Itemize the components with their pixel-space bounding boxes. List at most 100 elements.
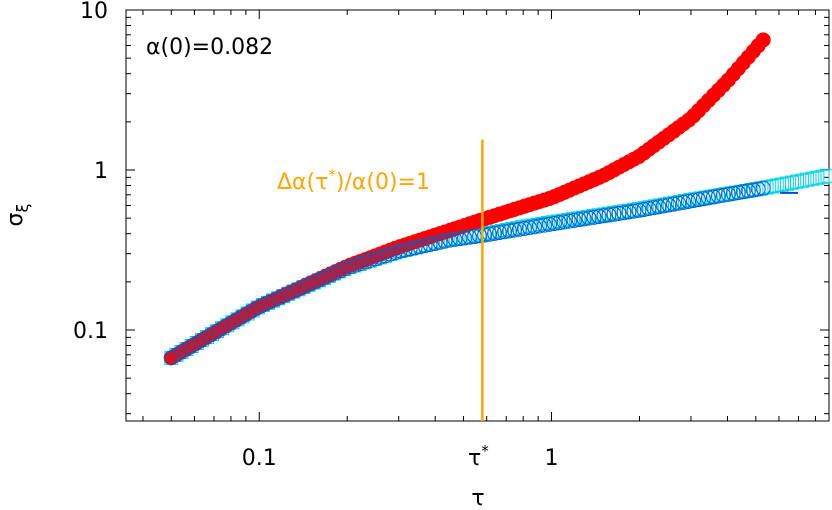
data-point [447,231,463,247]
data-point [511,221,527,237]
y-axis-label: σξ [3,203,32,226]
data-point [541,216,557,232]
x-axis-label: τ [471,486,484,510]
data-point [681,193,697,209]
y-tick-label: 10 [80,0,108,24]
data-point [696,191,712,207]
data-point [586,209,602,225]
data-point [546,216,562,232]
data-point [651,199,667,215]
data-point [497,224,513,240]
data-point [805,171,820,186]
data-point [591,209,607,225]
data-point [676,194,692,210]
data-point [397,242,413,258]
data-point [661,197,677,213]
data-point [437,233,453,249]
data-point [198,330,214,346]
data-point [218,318,234,334]
data-point [576,211,592,227]
data-point [526,219,542,235]
data-point [556,214,572,230]
data-point [188,335,204,351]
data-point [193,332,209,348]
data-point [213,321,229,337]
series-2 [163,180,771,366]
data-point [631,202,647,218]
data-point [392,243,408,259]
vline-label-main: Δα(τ [277,170,328,195]
data-point [457,230,473,246]
vline-label-tail: )/α(0)=1 [336,170,430,195]
data-point [208,324,224,340]
data-point [521,220,537,236]
data-point [710,188,726,204]
data-point [462,229,478,245]
data-point [427,235,443,251]
data-point [452,231,468,247]
data-point [561,213,577,229]
data-point [735,184,751,200]
data-point [626,203,642,219]
data-point [422,237,438,253]
data-point [730,185,746,201]
data-point [636,202,652,218]
data-point [530,217,545,232]
text-layer: 0.1 1 0.1 1 10 Δα(τ*)/α(0)=1 τ* α(0)=0.082 τ σξ [3,0,559,510]
data-point [800,172,815,187]
data-point [646,200,662,216]
data-point [402,241,418,257]
data-point [487,225,503,241]
data-point [571,212,587,228]
data-point [535,216,550,231]
data-point [779,176,794,191]
series-layer [163,32,832,366]
data-point [596,208,612,224]
data-point [740,183,756,199]
series-0 [163,32,771,366]
data-point [506,222,522,238]
data-point [810,170,825,185]
data-point [815,169,830,184]
vline-label: Δα(τ*)/α(0)=1 [277,166,430,195]
data-point [725,185,741,201]
plot-frame [125,9,830,422]
data-point [228,312,244,328]
data-point [720,186,736,202]
data-point [536,217,552,233]
data-point [477,227,493,243]
data-point [790,174,805,189]
data-point [238,306,254,322]
data-point [492,225,508,241]
data-point [774,177,789,192]
data-point [550,214,565,229]
data-point [183,338,199,354]
y-tick-label: 1 [94,159,108,184]
data-point [417,238,433,254]
data-point [666,196,682,212]
data-point [601,207,617,223]
data-point [820,168,832,183]
axes-box [125,9,830,422]
data-point [606,206,622,222]
data-point [556,213,571,228]
data-point [173,344,189,360]
data-point [540,216,555,231]
data-point [581,210,597,226]
data-point [551,215,567,231]
y-tick-label: 0.1 [73,319,108,344]
data-point [686,193,702,209]
data-point [784,175,799,190]
data-point [611,205,627,221]
data-point [203,327,219,343]
alpha-annotation: α(0)=0.082 [146,35,273,60]
data-point [178,341,194,357]
data-point [616,205,632,221]
vline-label-sup: * [328,166,336,184]
data-point [566,212,581,227]
data-point [412,239,428,255]
tau-star-tick-label: τ* [468,442,489,471]
data-point [795,173,810,188]
data-point [531,218,547,234]
